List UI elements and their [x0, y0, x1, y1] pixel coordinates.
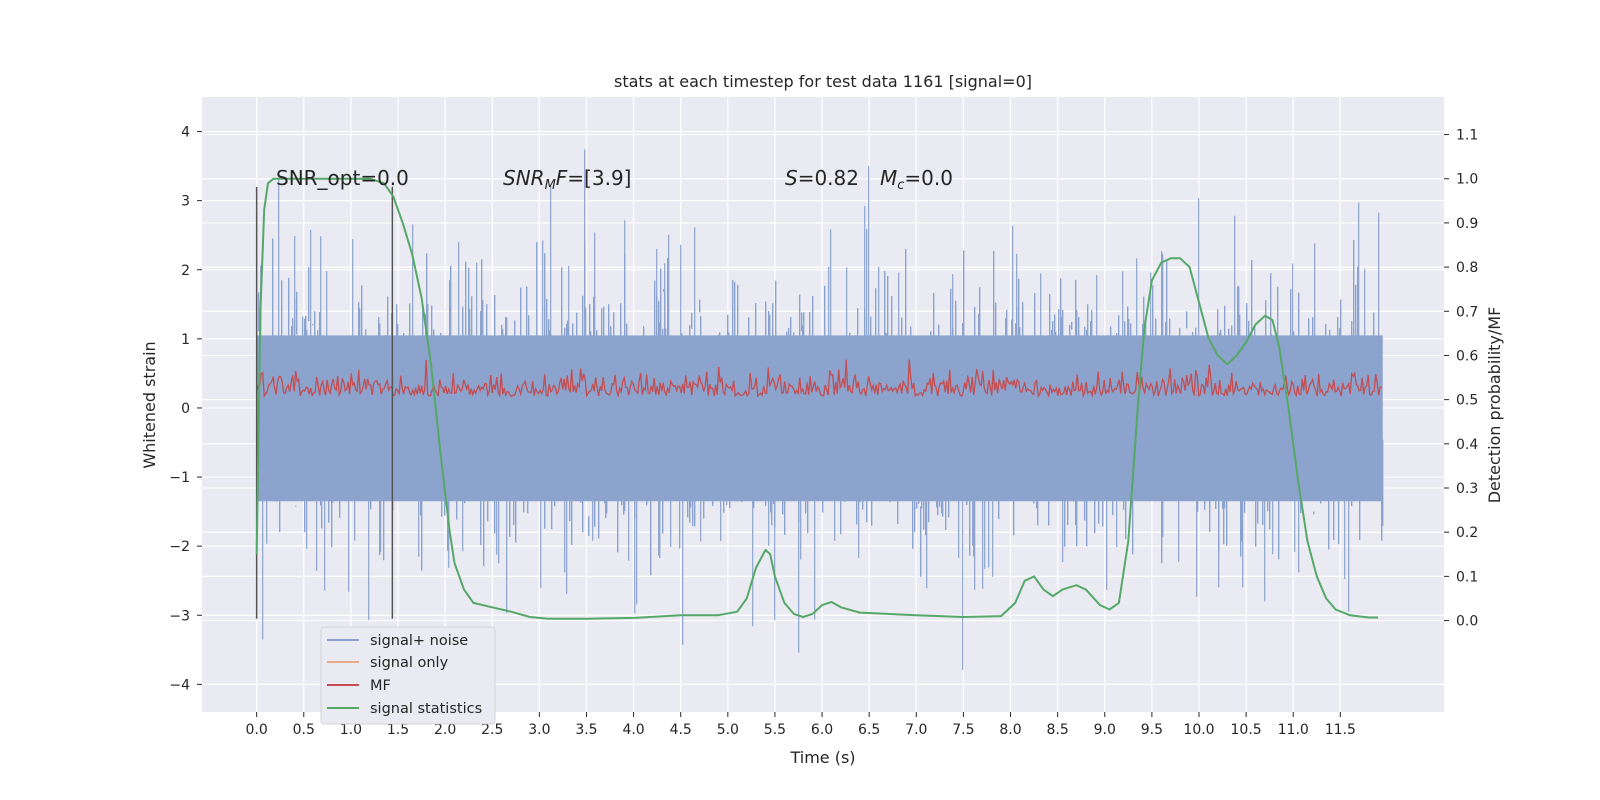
x-tick-label: 1.0 [340, 722, 362, 738]
x-tick-label: 11.5 [1325, 722, 1356, 738]
y-left-tick-label: −1 [169, 470, 190, 486]
y-right-tick-label: 0.9 [1456, 216, 1478, 232]
legend-label-signal-noise: signal+ noise [370, 633, 468, 649]
y-right-tick-label: 0.3 [1456, 481, 1478, 497]
y-right-tick-label: 1.0 [1456, 172, 1478, 188]
legend-label-signal-only: signal only [370, 655, 449, 671]
x-axis-label: Time (s) [789, 748, 855, 767]
x-tick-label: 1.5 [387, 722, 409, 738]
y-left-tick-label: −2 [169, 539, 190, 555]
y-axis-right: 1.1 1.0 0.9 0.8 0.7 0.6 0.5 0.4 0.3 0.2 0.1 0.0 [1444, 128, 1478, 630]
x-tick-label: 3.0 [528, 722, 550, 738]
y-left-tick-label: 3 [181, 194, 190, 210]
x-tick-label: 5.5 [764, 722, 786, 738]
chart-title: stats at each timestep for test data 116… [614, 72, 1032, 91]
y-left-tick-label: −4 [169, 677, 190, 693]
x-tick-label: 5.0 [717, 722, 739, 738]
x-tick-label: 10.5 [1231, 722, 1262, 738]
y-left-tick-label: 4 [181, 125, 190, 141]
legend: signal+ noise signal only MF signal stat… [320, 626, 496, 725]
annotation-snr-opt: SNR_opt=0.0 [276, 166, 409, 190]
y-axis-right-label: Detection probability/MF [1485, 307, 1504, 504]
y-left-tick-label: −3 [169, 608, 190, 624]
x-tick-label: 4.5 [670, 722, 692, 738]
x-tick-label: 6.0 [811, 722, 833, 738]
signal-statistics-line [255, 177, 1378, 620]
x-tick-label: 6.5 [858, 722, 880, 738]
annotation-mc-value: Mc=0.0 [880, 166, 953, 193]
y-right-tick-label: 0.8 [1456, 260, 1478, 276]
x-tick-label: 0.0 [246, 722, 268, 738]
y-right-tick-label: 0.5 [1456, 393, 1478, 409]
y-right-tick-label: 0.6 [1456, 348, 1478, 364]
signal-statistics-series [255, 177, 1378, 620]
signal-noise-series [256, 149, 1384, 671]
annotation-s-value: S=0.82 [785, 166, 859, 190]
x-tick-label: 0.5 [293, 722, 315, 738]
legend-box [320, 626, 496, 725]
x-tick-label: 11.0 [1278, 722, 1309, 738]
mf-line [256, 359, 1382, 399]
y-right-tick-label: 0.2 [1456, 525, 1478, 541]
x-tick-label: 7.0 [905, 722, 927, 738]
y-left-tick-label: 1 [181, 332, 190, 348]
x-tick-label: 3.5 [575, 722, 597, 738]
x-tick-label: 10.0 [1183, 722, 1214, 738]
x-tick-label: 9.0 [1094, 722, 1116, 738]
y-axis-left: 4 3 2 1 0 −1 −2 −3 −4 [169, 125, 202, 693]
x-tick-label: 8.5 [1047, 722, 1069, 738]
legend-label-signal-statistics: signal statistics [370, 701, 482, 717]
x-tick-label: 2.0 [434, 722, 456, 738]
y-right-tick-label: 0.4 [1456, 437, 1478, 453]
x-tick-label: 8.0 [999, 722, 1021, 738]
x-tick-label: 4.0 [622, 722, 644, 738]
y-right-tick-label: 0.7 [1456, 304, 1478, 320]
y-right-tick-label: 0.1 [1456, 569, 1478, 585]
x-axis: 0.0 0.5 1.0 1.5 2.0 2.5 3.0 3.5 4.0 4.5 5.0 5.5 6.0 6… [246, 712, 1356, 738]
x-tick-label: 9.5 [1141, 722, 1163, 738]
signal-noise-core [256, 335, 1383, 502]
legend-label-mf: MF [370, 678, 391, 694]
y-right-tick-label: 0.0 [1456, 614, 1478, 630]
annotation-snr-mf: SNRMF=[3.9] [503, 166, 631, 193]
y-axis-left-label: Whitened strain [140, 341, 159, 468]
y-left-tick-label: 0 [181, 401, 190, 417]
mf-series [256, 359, 1382, 399]
y-left-tick-label: 2 [181, 263, 190, 279]
y-right-tick-label: 1.1 [1456, 128, 1478, 144]
x-tick-label: 2.5 [481, 722, 503, 738]
x-tick-label: 7.5 [952, 722, 974, 738]
